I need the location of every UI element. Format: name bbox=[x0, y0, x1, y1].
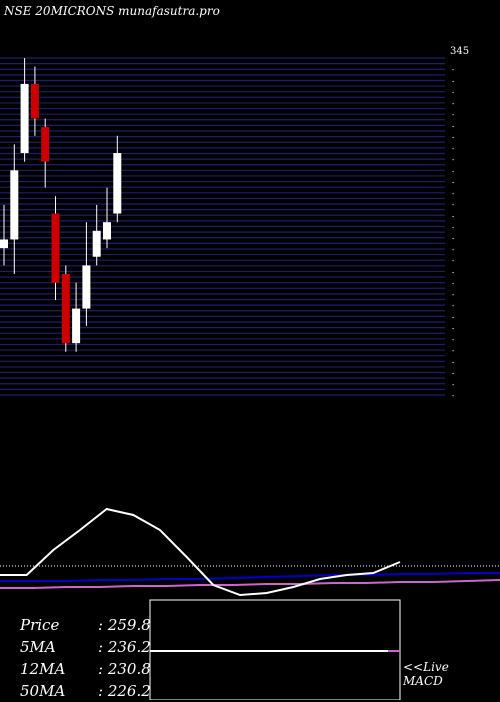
tick-mark: - bbox=[452, 179, 455, 187]
candle-body bbox=[92, 230, 101, 257]
tick-mark: - bbox=[452, 111, 455, 119]
tick-mark: - bbox=[452, 156, 455, 164]
candle-body bbox=[20, 83, 29, 154]
tick-mark: - bbox=[452, 167, 455, 175]
candle-body bbox=[103, 222, 111, 240]
candle-body bbox=[10, 170, 19, 240]
ma5-value: 236.2 bbox=[107, 638, 151, 656]
candle-body bbox=[30, 83, 39, 119]
tick-mark: - bbox=[452, 122, 455, 130]
chart-title: NSE 20MICRONS munafasutra.pro bbox=[4, 4, 220, 18]
tick-mark: - bbox=[452, 201, 455, 209]
tick-mark: - bbox=[452, 325, 455, 333]
candlestick-series bbox=[0, 58, 122, 352]
tick-mark: - bbox=[452, 381, 455, 389]
ma5-label: 5MA bbox=[20, 638, 56, 656]
signal-line bbox=[0, 572, 500, 582]
price-label: Price bbox=[20, 616, 60, 634]
ma-line bbox=[0, 579, 500, 589]
tick-mark: - bbox=[452, 235, 455, 243]
candle-body bbox=[41, 127, 50, 162]
price-axis-ticks: - - - - - - - - - - - - - - - - - - - - - - - - - - - - - - 345 bbox=[450, 46, 469, 400]
stats-block: Price: 259.8 5MA: 236.2 12MA: 230.8 50MA… bbox=[20, 616, 151, 700]
tick-mark: - bbox=[452, 89, 455, 97]
tick-mark: - bbox=[452, 358, 455, 366]
ma12-value: 230.8 bbox=[107, 660, 151, 678]
candle-body bbox=[113, 153, 122, 214]
price-value: 259.8 bbox=[107, 616, 151, 634]
tick-mark: - bbox=[452, 313, 455, 321]
candle-body bbox=[0, 239, 8, 249]
tick-mark: - bbox=[452, 246, 455, 254]
tick-mark: - bbox=[452, 77, 455, 85]
candle-body bbox=[51, 213, 60, 283]
tick-mark: - bbox=[452, 336, 455, 344]
macd-panel bbox=[0, 507, 500, 700]
tick-mark: - bbox=[452, 145, 455, 153]
tick-mark: - bbox=[452, 280, 455, 288]
tick-mark: - bbox=[452, 302, 455, 310]
tick-mark: - bbox=[452, 212, 455, 220]
tick-mark: - bbox=[452, 291, 455, 299]
macd-label: MACD bbox=[403, 674, 443, 688]
live-macd-label: <<Live MACD bbox=[403, 660, 449, 688]
ma50-value: 226.2 bbox=[107, 682, 151, 700]
tick-mark: - bbox=[452, 224, 455, 232]
tick-mark: - bbox=[452, 392, 455, 400]
candle-body bbox=[61, 274, 70, 344]
tick-mark: - bbox=[452, 100, 455, 108]
tick-mark: - bbox=[452, 190, 455, 198]
tick-mark: - bbox=[452, 268, 455, 276]
live-label: <<Live bbox=[403, 660, 449, 674]
tick-mark: - bbox=[452, 257, 455, 265]
macd-line bbox=[0, 507, 401, 597]
ma50-label: 50MA bbox=[20, 682, 66, 700]
tick-mark: - bbox=[452, 66, 455, 74]
top-tick-label: 345 bbox=[450, 46, 469, 57]
tick-mark: - bbox=[452, 370, 455, 378]
ma12-label: 12MA bbox=[20, 660, 66, 678]
tick-mark: - bbox=[452, 134, 455, 142]
candle-body bbox=[82, 265, 91, 309]
candle-body bbox=[72, 308, 81, 344]
price-gridlines bbox=[0, 57, 445, 396]
tick-mark: - bbox=[452, 347, 455, 355]
